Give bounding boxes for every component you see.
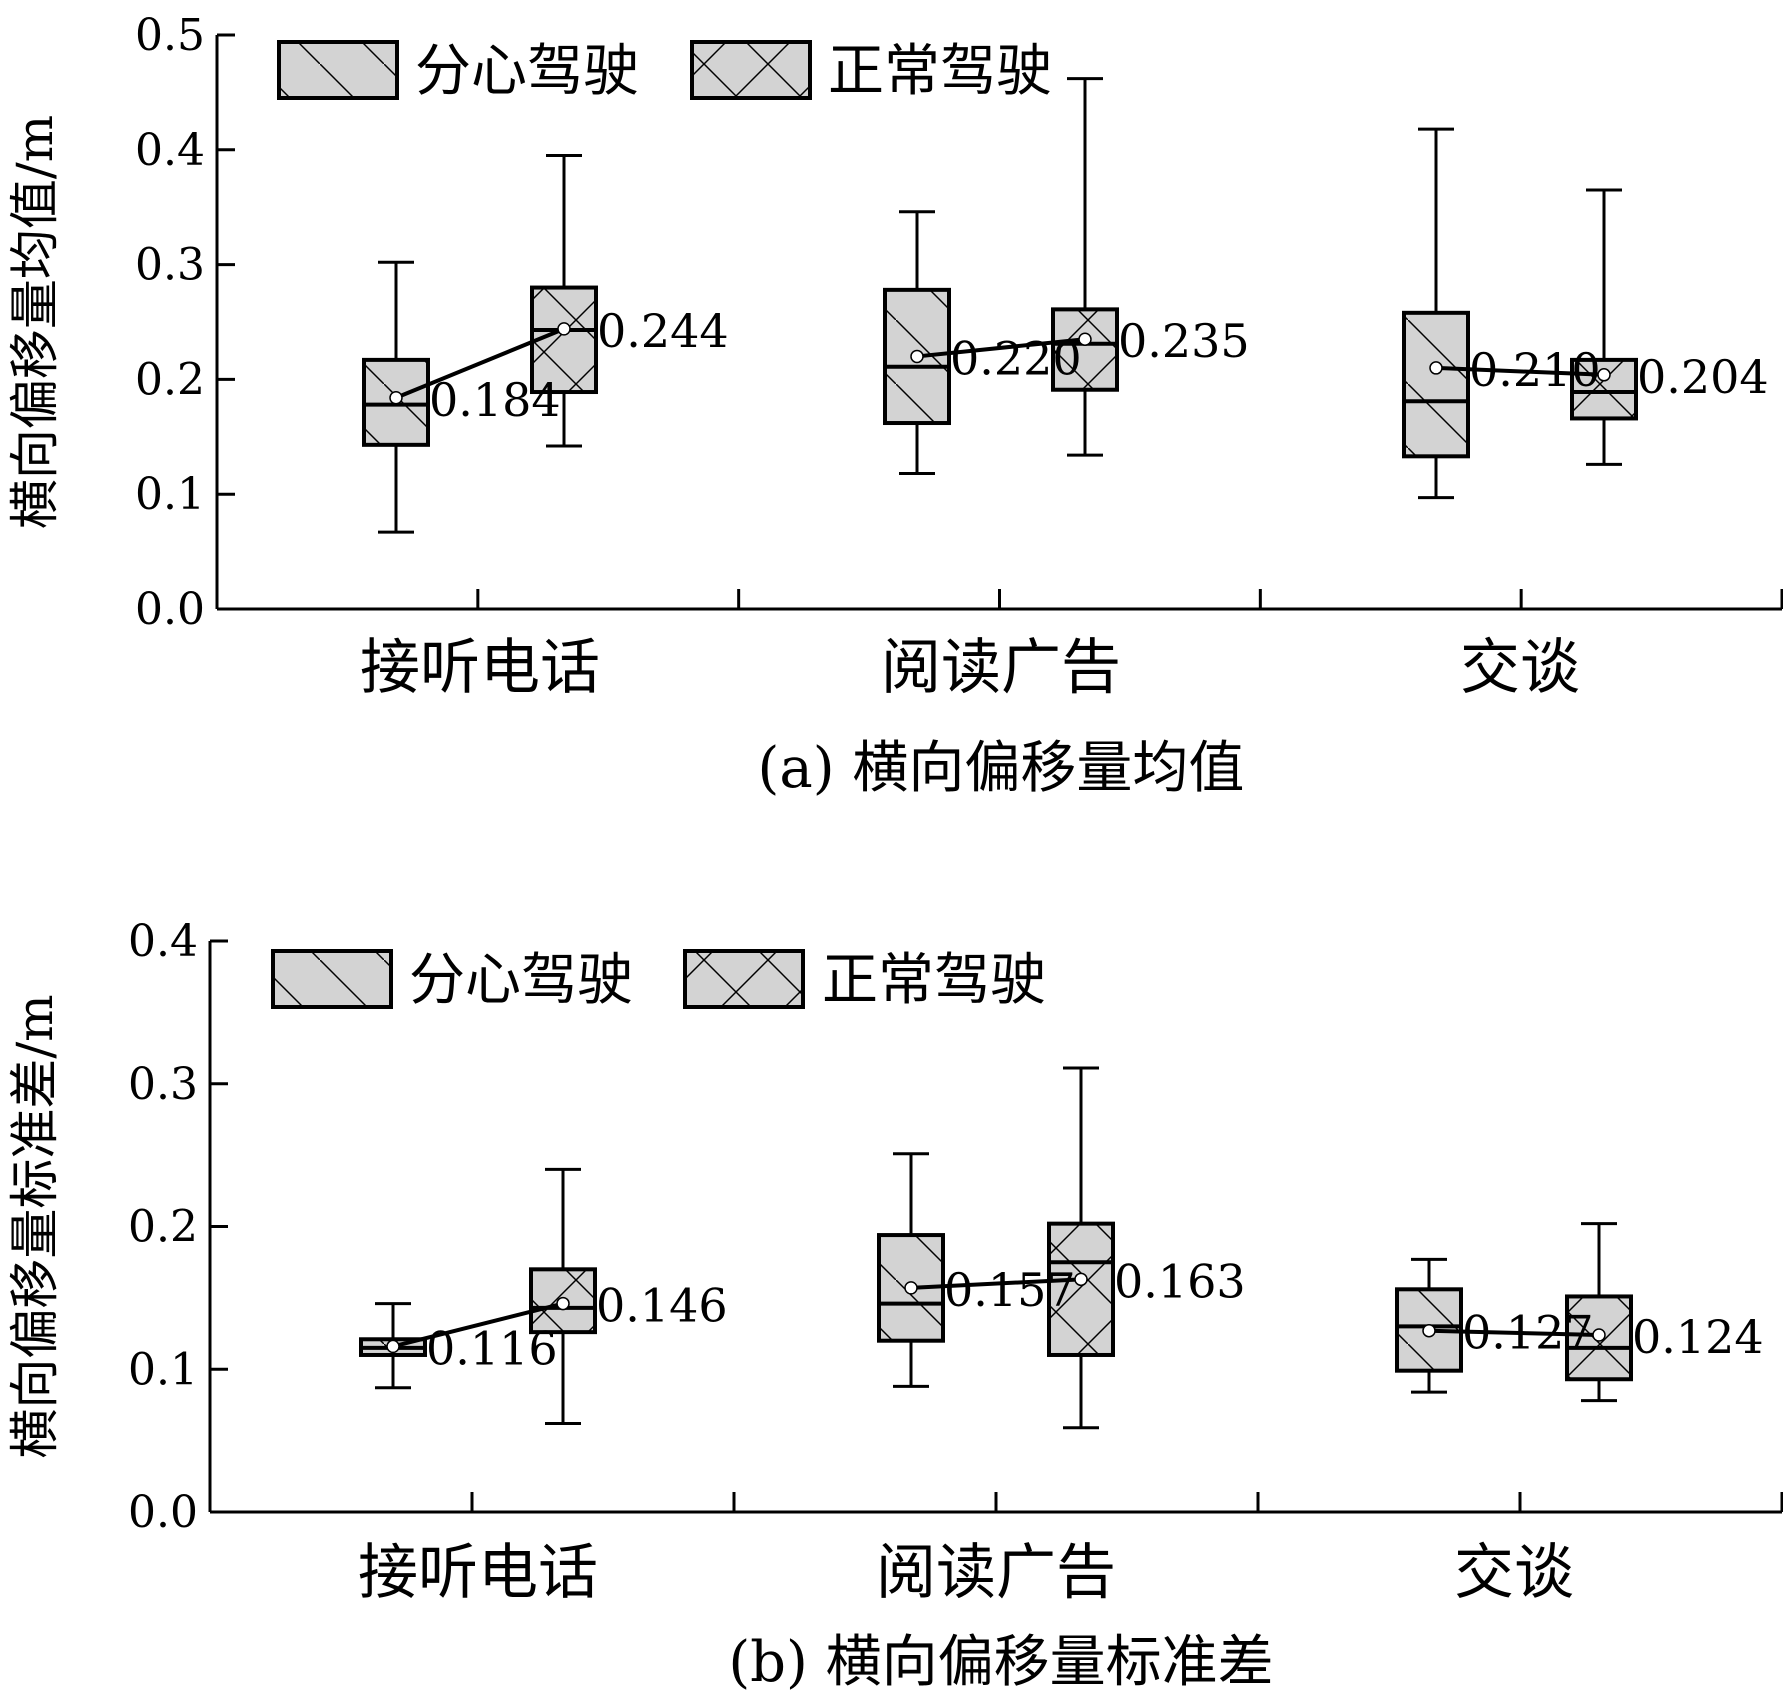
box-normal [530, 285, 598, 395]
y-tick-label: 0.3 [135, 240, 205, 291]
legend-swatch-distracted [271, 949, 393, 1009]
mean-marker [556, 1296, 570, 1311]
y-tick-label: 0.3 [128, 1059, 198, 1110]
mean-value-label: 0.210 [1469, 343, 1601, 397]
legend-label-normal: 正常驾驶 [822, 948, 1046, 1013]
y-tick-label: 0.2 [135, 354, 205, 405]
mean-value-label: 0.244 [597, 304, 729, 358]
category-label: 接听电话 [358, 1538, 598, 1608]
mean-value-label: 0.220 [950, 331, 1082, 385]
y-tick-label: 0.0 [128, 1487, 198, 1538]
mean-value-label: 0.157 [944, 1263, 1076, 1317]
mean-connector-line [395, 327, 565, 400]
box-normal [1051, 307, 1119, 392]
box-normal [1047, 1221, 1115, 1357]
legend-label-distracted: 分心驾驶 [415, 39, 639, 104]
mean-value-label: 0.184 [429, 373, 561, 427]
mean-marker [1078, 332, 1092, 346]
mean-value-label: 0.235 [1118, 314, 1250, 368]
mean-marker [904, 1281, 918, 1295]
legend-label-distracted: 分心驾驶 [409, 948, 633, 1013]
mean-connector-line [916, 337, 1086, 359]
legend-swatch-normal [683, 949, 805, 1009]
mean-marker [910, 349, 924, 364]
y-tick-label: 0.1 [135, 469, 205, 520]
y-tick-label: 0.4 [135, 125, 205, 176]
mean-connector-line [392, 1301, 564, 1349]
mean-marker [1597, 368, 1611, 382]
mean-value-label: 0.204 [1637, 350, 1769, 404]
category-label: 阅读广告 [881, 633, 1121, 703]
legend-swatch-normal [690, 40, 812, 100]
mean-marker [557, 322, 571, 336]
y-axis-label: 横向偏移量标准差/m [6, 994, 64, 1458]
mean-marker [386, 1339, 400, 1354]
mean-value-label: 0.124 [1632, 1310, 1764, 1364]
mean-marker [1074, 1272, 1088, 1287]
mean-marker [1592, 1328, 1606, 1342]
chart-caption: (a) 横向偏移量均值 [758, 736, 1245, 801]
mean-marker [389, 391, 403, 405]
mean-connector-line [1428, 1328, 1600, 1337]
box-distracted [1402, 310, 1470, 459]
mean-value-label: 0.163 [1114, 1254, 1246, 1308]
y-tick-label: 0.1 [128, 1344, 198, 1395]
mean-marker [1429, 361, 1443, 375]
category-label: 交谈 [1460, 633, 1580, 703]
mean-value-label: 0.127 [1462, 1306, 1594, 1360]
mean-connector-line [1435, 365, 1605, 377]
mean-connector-line [910, 1277, 1082, 1290]
chart-caption: (b) 横向偏移量标准差 [728, 1630, 1273, 1695]
chart-panel-b: 0.0 0.1 0.2 0.3 0.4 接听电话 阅读广告 交谈 横向偏移量标准差/m (b) 横… [6, 916, 1783, 1695]
y-tick-label: 0.5 [135, 10, 205, 61]
category-label: 交谈 [1454, 1538, 1574, 1608]
mean-marker [1422, 1323, 1436, 1338]
y-tick-label: 0.4 [128, 916, 198, 967]
mean-value-label: 0.116 [426, 1321, 558, 1375]
category-label: 接听电话 [360, 633, 600, 703]
legend-swatch-distracted [277, 40, 399, 100]
legend-label-normal: 正常驾驶 [828, 39, 1052, 104]
chart-panel-a: 0.0 0.1 0.2 0.3 0.4 0.5 接听电话 阅读广告 交谈 横向偏移量均值/m (a)… [6, 10, 1783, 801]
y-tick-label: 0.2 [128, 1202, 198, 1253]
category-label: 阅读广告 [876, 1538, 1116, 1608]
mean-value-label: 0.146 [596, 1279, 728, 1333]
y-axis-label: 横向偏移量均值/m [6, 115, 64, 529]
y-tick-label: 0.0 [135, 584, 205, 635]
